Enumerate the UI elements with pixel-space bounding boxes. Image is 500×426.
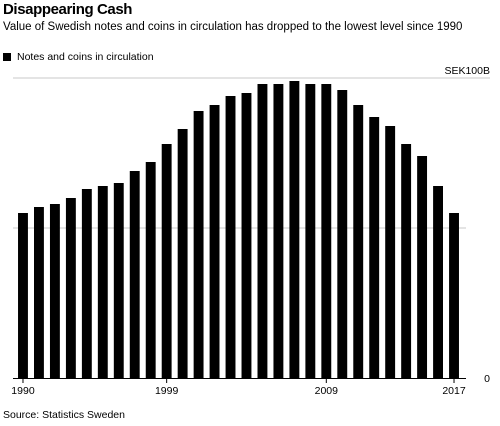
bar-2005 [257,84,268,378]
bar-2010 [337,90,348,378]
bar-2000 [177,129,188,378]
bar-2003 [225,96,236,378]
bar-1998 [145,162,156,378]
bar-1996 [113,183,124,378]
x-tick-label-1990: 1990 [11,385,35,397]
x-tick-label-2009: 2009 [315,385,339,397]
legend-swatch [3,53,11,61]
bar-2017 [449,213,459,378]
bar-1990 [18,213,28,378]
chart-title: Disappearing Cash [3,1,133,18]
bar-1997 [129,171,140,378]
source-text: Statistics Sweden [42,409,125,421]
bar-2015 [417,156,428,378]
x-tick-label-2017: 2017 [442,385,466,397]
bar-1995 [97,186,108,378]
bar-2002 [209,105,220,378]
y-tick-label-100: SEK100B [444,65,490,77]
bars [18,81,459,378]
chart-subtitle: Value of Swedish notes and coins in circ… [3,21,463,33]
bar-1994 [81,189,92,378]
bar-2008 [305,84,316,378]
bar-2009 [321,84,332,378]
bar-2014 [401,144,412,378]
bar-2006 [273,84,284,378]
y-axis: 0 SEK100B [444,65,490,385]
bar-2012 [369,117,380,378]
bar-2004 [241,93,252,378]
source-note: Source: Statistics Sweden [3,409,125,421]
bar-1991 [34,207,44,378]
bar-2016 [433,186,443,378]
bar-2013 [385,126,396,378]
bar-2001 [193,111,204,378]
legend: Notes and coins in circulation [3,50,154,64]
y-tick-label-0: 0 [484,373,490,385]
x-axis: 1990 1999 2009 2017 [11,378,466,397]
legend-label: Notes and coins in circulation [17,51,154,63]
bar-2007 [289,81,300,378]
bar-2011 [353,105,364,378]
bar-1992 [49,204,60,378]
x-tick-label-1999: 1999 [155,385,179,397]
bar-1993 [65,198,76,378]
bar-1999 [161,144,172,378]
source-prefix: Source: [3,409,43,421]
